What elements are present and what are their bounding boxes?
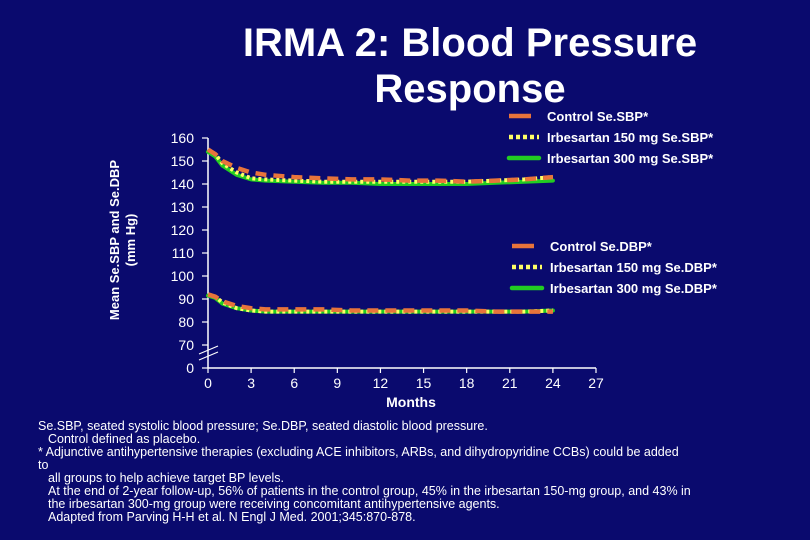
y-axis-label-line-2: (mm Hg) xyxy=(123,214,138,267)
y-tick-label: 70 xyxy=(178,337,194,353)
footnote-followup-cont: the irbesartan 300-mg group were receivi… xyxy=(48,497,500,511)
slide-title: IRMA 2: Blood Pressure Response xyxy=(160,20,780,112)
legend-sbp: Control Se.SBP* Irbesartan 150 mg Se.SBP*… xyxy=(506,109,714,166)
x-tick-label: 15 xyxy=(416,375,432,391)
legend-label: Control Se.DBP* xyxy=(550,239,653,254)
x-tick-label: 3 xyxy=(247,375,255,391)
footnote-adjunctive-end: all groups to help achieve target BP lev… xyxy=(48,471,285,485)
series-line-1 xyxy=(206,147,554,184)
x-tick-label: 9 xyxy=(333,375,341,391)
y-tick-label: 90 xyxy=(178,291,194,307)
x-axis-label: Months xyxy=(386,394,436,410)
series-line-4 xyxy=(207,292,553,314)
x-tick-label: 27 xyxy=(588,375,604,391)
y-tick-label: 160 xyxy=(171,130,195,146)
y-tick-label: 130 xyxy=(171,199,195,215)
footnote-control: Control defined as placebo. xyxy=(48,432,201,446)
title-line-1: IRMA 2: Blood Pressure xyxy=(242,21,698,65)
y-tick-label: 0 xyxy=(186,360,194,376)
title-line-2: Response xyxy=(374,67,566,111)
y-tick-label: 140 xyxy=(171,176,195,192)
footnote-source: Adapted from Parving H-H et al. N Engl J… xyxy=(48,510,416,524)
y-tick-label: 80 xyxy=(178,314,194,330)
x-tick-label: 6 xyxy=(290,375,298,391)
x-tick-label: 12 xyxy=(373,375,389,391)
footnote-adjunctive-cont: to xyxy=(38,458,49,472)
legend-label: Control Se.SBP* xyxy=(547,109,649,124)
y-tick-label: 100 xyxy=(171,268,195,284)
bp-line-chart: Mean Se.SBP and Se.DBP (mm Hg) 070809010… xyxy=(107,109,718,410)
legend-label: Irbesartan 300 mg Se.DBP* xyxy=(550,281,718,296)
x-tick-label: 18 xyxy=(459,375,475,391)
footnote-abbreviations: Se.SBP, seated systolic blood pressure; … xyxy=(38,419,488,433)
axis-break-mark xyxy=(198,351,219,361)
x-tick-label: 0 xyxy=(204,375,212,391)
x-tick-label: 24 xyxy=(545,375,561,391)
footnote-adjunctive: * Adjunctive antihypertensive therapies … xyxy=(38,445,679,459)
y-tick-label: 120 xyxy=(171,222,195,238)
y-tick-label: 110 xyxy=(172,245,195,261)
legend-label: Irbesartan 150 mg Se.SBP* xyxy=(547,130,714,145)
legend-label: Irbesartan 150 mg Se.DBP* xyxy=(550,260,718,275)
legend-label: Irbesartan 300 mg Se.SBP* xyxy=(547,151,714,166)
y-axis-label-line-1: Mean Se.SBP and Se.DBP xyxy=(107,160,122,320)
x-tick-label: 21 xyxy=(502,375,518,391)
footnotes: Se.SBP, seated systolic blood pressure; … xyxy=(38,420,798,524)
axis-break-mark xyxy=(198,345,219,355)
series-line-2 xyxy=(206,147,554,184)
footnote-followup: At the end of 2-year follow-up, 56% of p… xyxy=(48,484,691,498)
y-tick-label: 150 xyxy=(171,153,195,169)
legend-dbp: Control Se.DBP* Irbesartan 150 mg Se.DBP*… xyxy=(509,239,718,296)
